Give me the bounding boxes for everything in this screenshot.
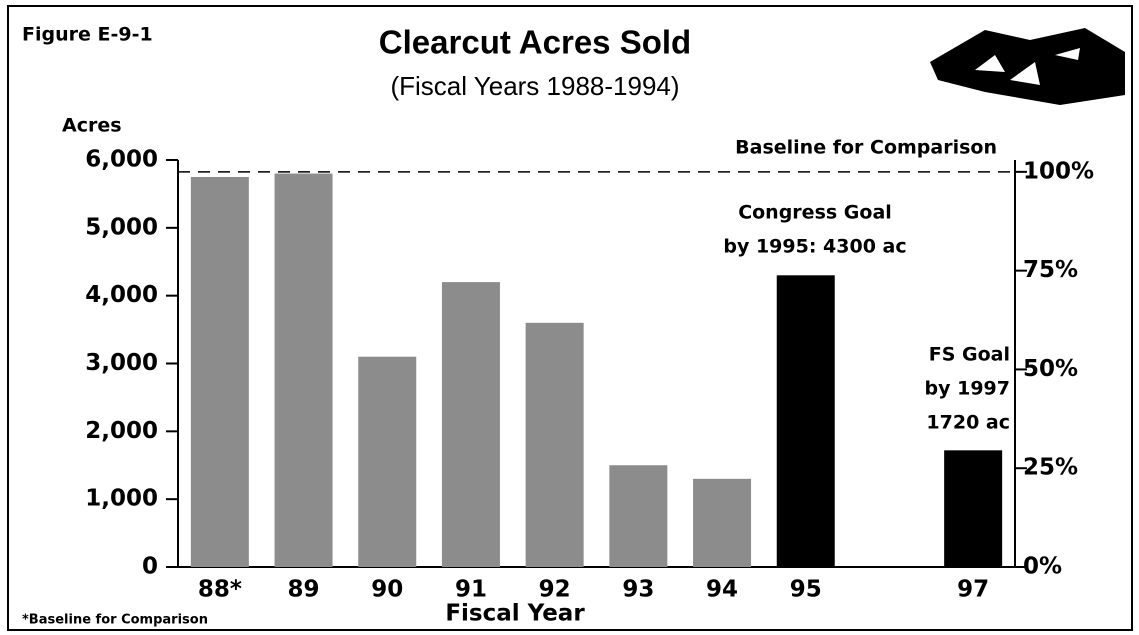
x-axis-label: Fiscal Year (445, 601, 585, 627)
x-tick-label: 90 (371, 577, 403, 603)
baseline-label: Baseline for Comparison (735, 137, 997, 159)
bar (358, 356, 417, 567)
bar (525, 322, 584, 567)
bar (190, 176, 249, 568)
bar (693, 478, 752, 567)
frame (7, 5, 1133, 631)
bar (441, 282, 500, 567)
figure-label: Figure E-9-1 (22, 24, 153, 46)
y2-tick-label: 50% (1023, 356, 1078, 382)
chart-subtitle: (Fiscal Years 1988-1994) (390, 71, 679, 101)
y-tick-label: 4,000 (85, 282, 158, 308)
y-tick-label: 5,000 (85, 214, 158, 240)
logo-detail (975, 48, 1080, 85)
annotation: 1720 ac (926, 412, 1010, 434)
annotation: Congress Goal (738, 202, 892, 224)
y-tick-label: 0 (142, 554, 158, 580)
bar (776, 275, 835, 567)
bar (944, 450, 1003, 567)
y2-tick-label: 100% (1023, 158, 1094, 184)
x-tick-label: 89 (288, 577, 320, 603)
y-axis-label: Acres (62, 115, 122, 137)
y-tick-label: 6,000 (85, 147, 158, 173)
y-tick-label: 2,000 (85, 418, 158, 444)
y-tick-label: 1,000 (85, 486, 158, 512)
x-tick-label: 93 (622, 577, 654, 603)
x-tick-label: 92 (539, 577, 571, 603)
annotation: by 1995: 4300 ac (723, 236, 906, 258)
x-tick-label: 91 (455, 577, 487, 603)
x-tick-label: 88* (198, 577, 242, 603)
bar (609, 465, 668, 567)
chart-title: Clearcut Acres Sold (379, 24, 691, 61)
y-tick-label: 3,000 (85, 350, 158, 376)
logo-icon (930, 28, 1125, 105)
y2-tick-label: 25% (1023, 455, 1078, 481)
y2-tick-label: 0% (1023, 554, 1062, 580)
footnote: *Baseline for Comparison (22, 613, 208, 628)
bar (274, 173, 333, 568)
x-tick-label: 95 (790, 577, 822, 603)
x-tick-label: 94 (706, 577, 738, 603)
y2-tick-label: 75% (1023, 257, 1078, 283)
annotation: FS Goal (929, 344, 1010, 366)
annotation: by 1997 (925, 378, 1010, 400)
x-tick-label: 97 (957, 577, 989, 603)
